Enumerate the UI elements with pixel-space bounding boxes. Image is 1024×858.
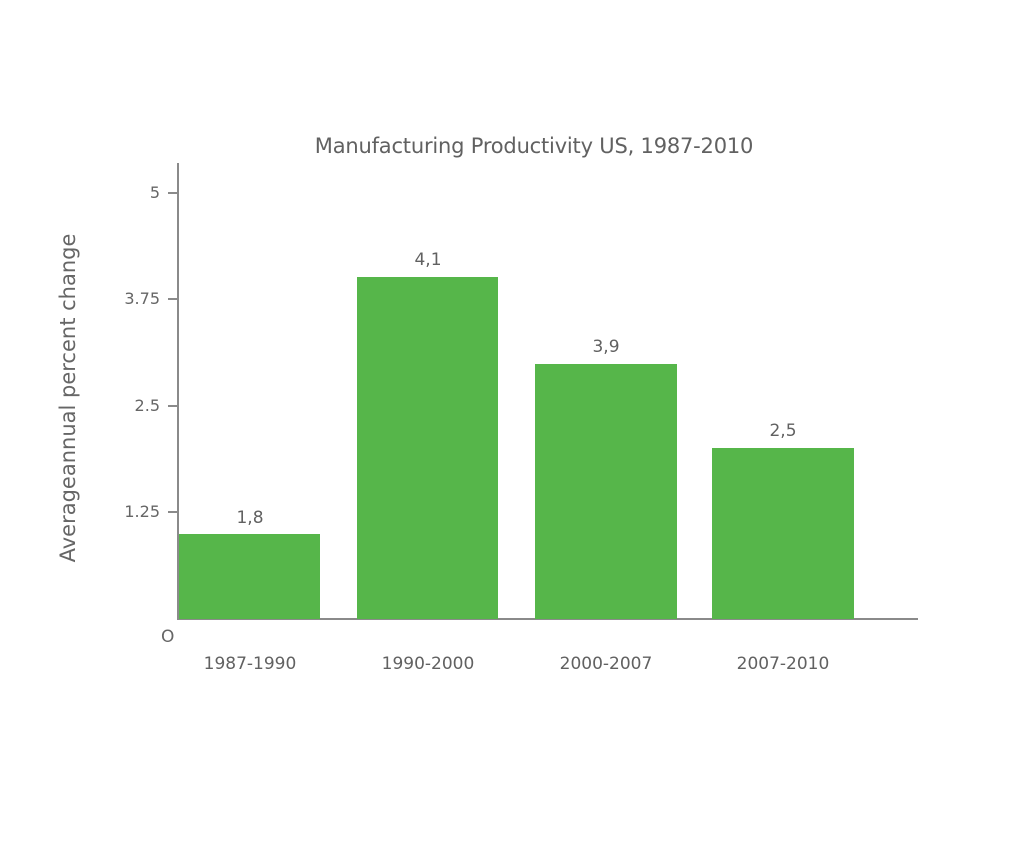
y-tick-label-5: 5: [149, 183, 160, 202]
y-tick-1-25: [168, 511, 178, 513]
bar-value-label: 4,1: [414, 250, 442, 270]
x-category-label: 1990-2000: [381, 654, 475, 674]
y-tick-label-1-25: 1.25: [124, 502, 160, 521]
bar-2007-2010: [712, 448, 854, 619]
chart-title: Manufacturing Productivity US, 1987-2010: [314, 134, 754, 158]
y-tick-5: [168, 192, 178, 194]
y-origin-label: O: [161, 627, 175, 647]
x-axis-line: [177, 618, 918, 620]
y-axis-label: Averageannual percent change: [56, 233, 80, 563]
y-tick-3-75: [168, 298, 178, 300]
y-tick-label-2-5: 2.5: [134, 396, 160, 415]
x-category-label: 1987-1990: [203, 654, 297, 674]
bar-2000-2007: [535, 364, 677, 619]
y-tick-label-3-75: 3.75: [124, 289, 160, 308]
y-axis-line: [177, 163, 179, 620]
x-category-label: 2000-2007: [559, 654, 653, 674]
bar-1987-1990: [179, 534, 320, 619]
bar-value-label: 1,8: [236, 508, 264, 528]
y-tick-2-5: [168, 405, 178, 407]
bar-value-label: 3,9: [592, 337, 620, 357]
x-category-label: 2007-2010: [736, 654, 830, 674]
bar-value-label: 2,5: [769, 421, 797, 441]
bar-1990-2000: [357, 277, 498, 619]
